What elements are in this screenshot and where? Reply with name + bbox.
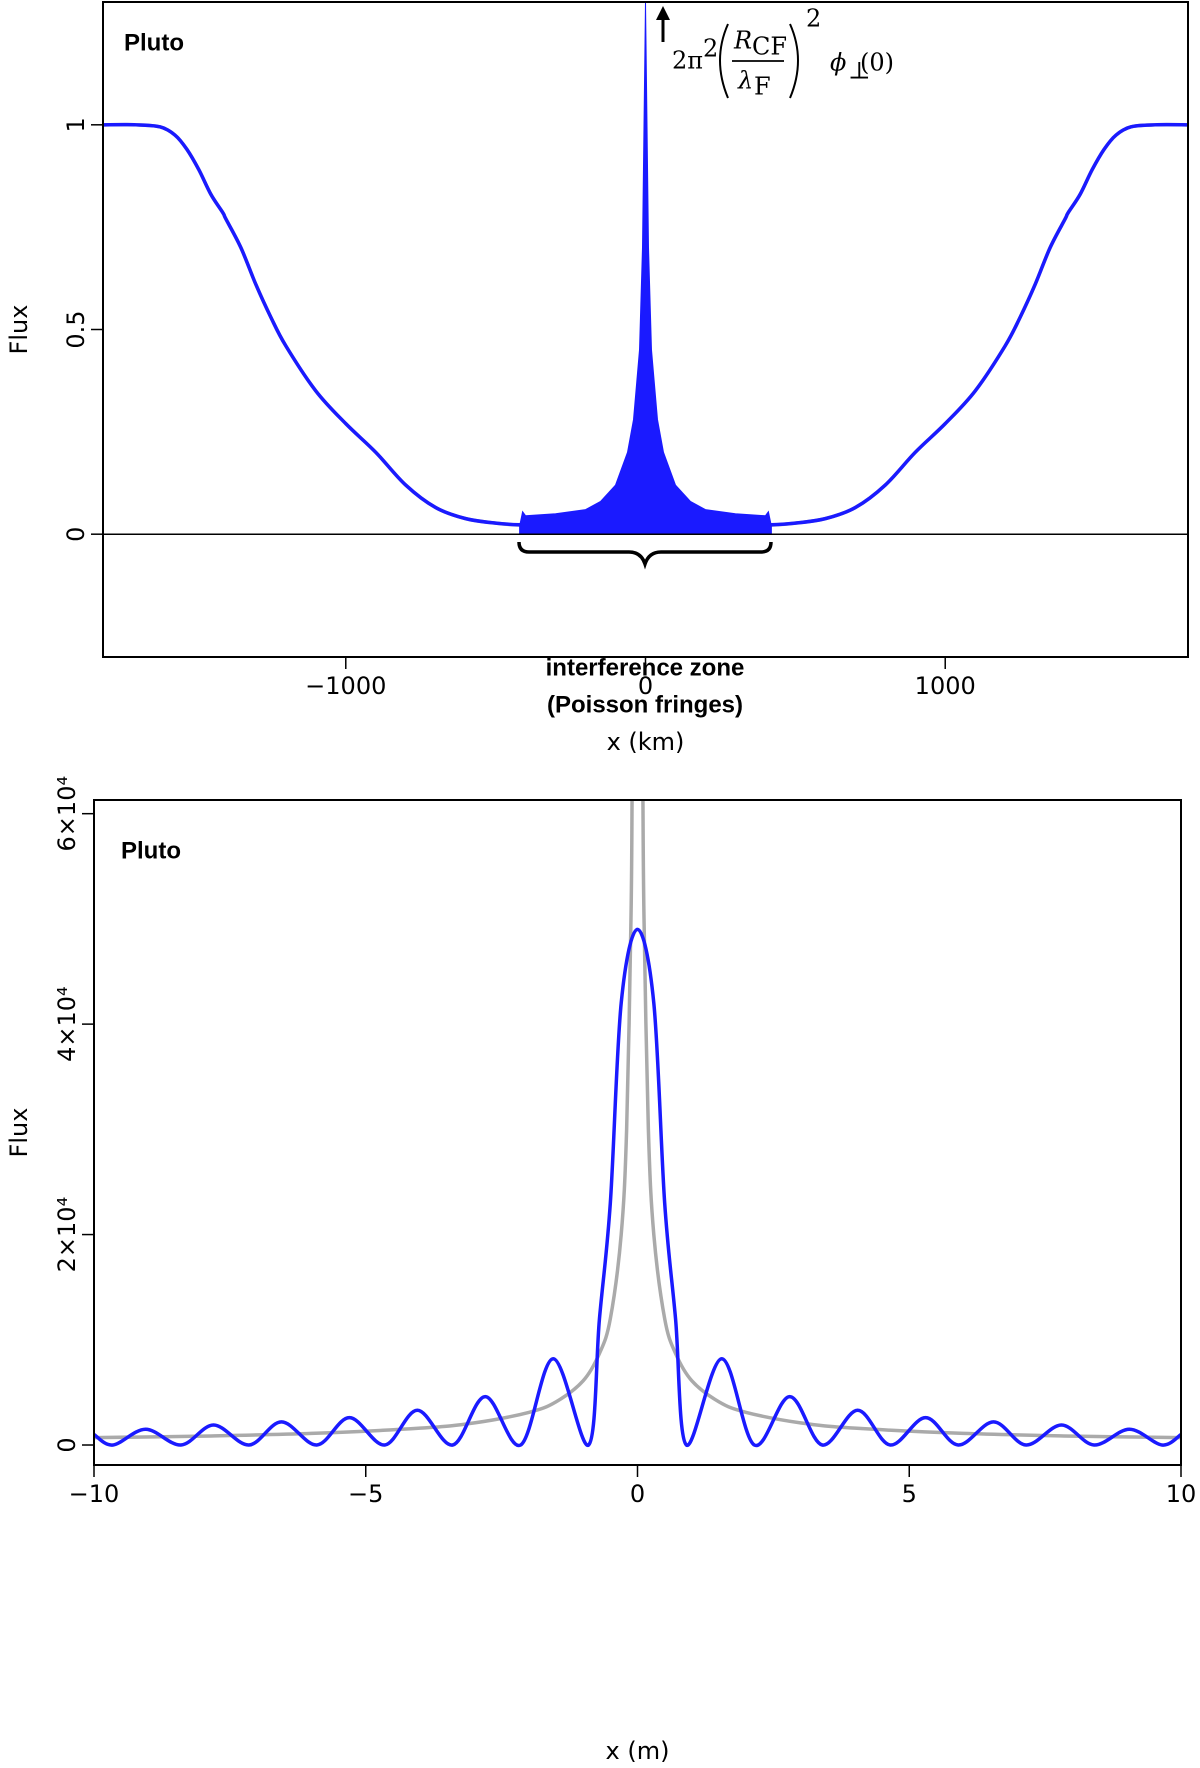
y-axis-label: Flux (5, 305, 33, 355)
x-tick-label: −5 (348, 1480, 383, 1508)
formula: 2π 2 R CF λ F 2 ϕ ⊥ (0) (672, 5, 894, 101)
y-tick-label: 0 (62, 527, 90, 542)
panel-label: Pluto (124, 29, 184, 56)
x-tick-label: 0 (638, 672, 653, 700)
formula-part: F (754, 73, 771, 101)
x-tick-label: −1000 (305, 672, 386, 700)
x-tick-label: 5 (902, 1480, 917, 1508)
formula-part: 2 (703, 35, 718, 63)
y-tick-label: 2×10⁴ (53, 1197, 81, 1273)
x-tick-label: 0 (630, 1480, 645, 1508)
paren (789, 23, 799, 99)
y-axis-label: Flux (5, 1108, 33, 1158)
y-tick-label: 6×10⁴ (53, 776, 81, 852)
x-tick-label: 10 (1166, 1480, 1197, 1508)
paren (719, 23, 729, 99)
y-tick-label: 0.5 (62, 310, 90, 348)
x-axis-label: x (m) (606, 1737, 670, 1765)
y-tick-label: 4×10⁴ (53, 986, 81, 1062)
formula-part: 2 (806, 5, 821, 33)
plot-frame (93, 799, 1182, 1466)
brace (517, 541, 773, 570)
formula-part: (0) (860, 49, 894, 77)
plot: 0 2×10⁴ 4×10⁴ 6×10⁴ −10 −5 0 5 10 x (m) Flux (5, 776, 1196, 1765)
x-axis-label: x (km) (607, 728, 685, 756)
arrow-head (656, 6, 670, 20)
x-tick-label: −10 (69, 1480, 120, 1508)
curve (94, 927, 1181, 1447)
annotation: (Poisson fringes) (547, 691, 743, 718)
plot: 0 0.5 1 −1000 0 1000 x (km) Flux (5, 1, 1189, 756)
plot-area (103, 2, 1188, 535)
curve (94, 800, 1181, 1440)
formula-part: R (733, 27, 752, 55)
formula-part: λ (737, 67, 753, 95)
x-tick-label: 1000 (915, 672, 976, 700)
formula-part: ϕ (830, 49, 846, 77)
plot-area (94, 800, 1181, 1447)
panel-label: Pluto (121, 837, 181, 864)
y-tick-label: 1 (62, 117, 90, 132)
y-tick-label: 0 (53, 1437, 81, 1452)
formula-part: ⊥ (848, 57, 871, 85)
fringe-area (519, 2, 772, 535)
formula-part: 2π (672, 47, 703, 75)
formula-part: CF (752, 33, 787, 61)
